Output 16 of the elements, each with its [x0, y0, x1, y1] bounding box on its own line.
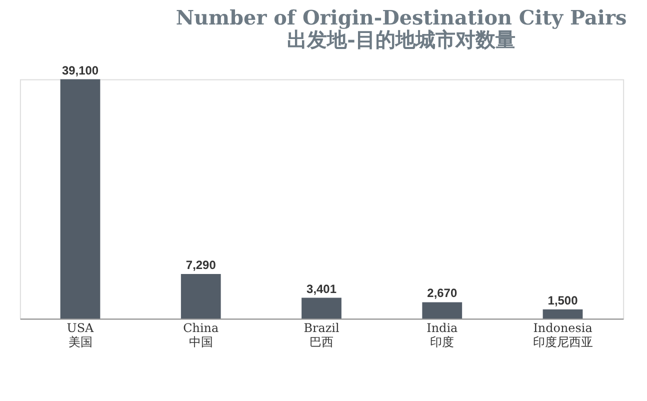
x-tick-label: Brazil 巴西 — [304, 321, 340, 349]
x-tick-label: India 印度 — [426, 321, 458, 349]
data-label: 3,401 — [306, 282, 337, 296]
data-label: 1,500 — [548, 293, 578, 308]
bar — [542, 309, 583, 319]
x-tick-label: China 中国 — [183, 321, 219, 349]
x-tick-label: Indonesia 印度尼西亚 — [532, 321, 593, 349]
data-label: 39,100 — [62, 63, 99, 78]
bar — [422, 302, 462, 319]
data-label: 7,290 — [186, 258, 216, 272]
bar — [302, 298, 342, 319]
bar — [180, 274, 221, 319]
data-label: 2,670 — [427, 286, 458, 300]
x-tick-label: USA 美国 — [66, 321, 94, 349]
text: Number of Origin-Destination City Pairs — [176, 5, 627, 30]
bar — [60, 79, 100, 319]
